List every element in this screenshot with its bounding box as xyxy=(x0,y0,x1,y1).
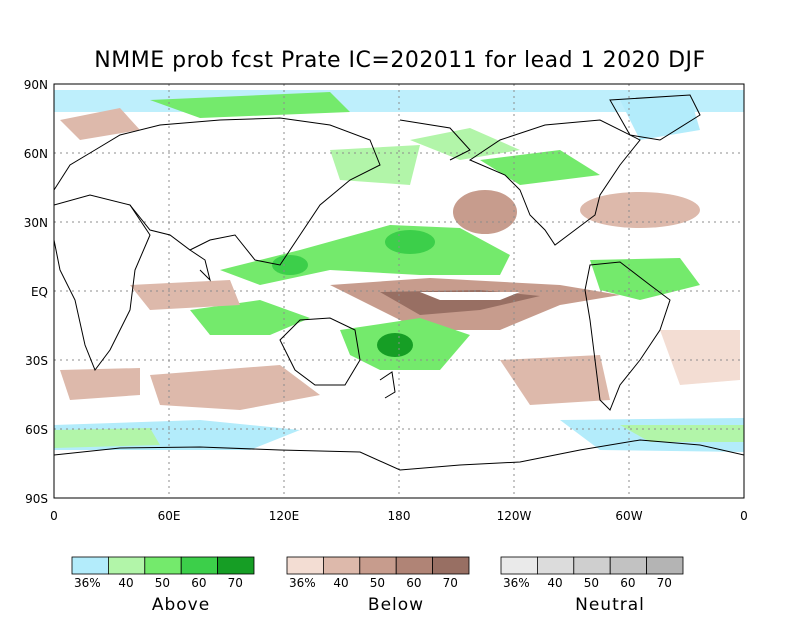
probability-shading xyxy=(54,90,744,452)
legend-swatch xyxy=(609,556,648,575)
legend-swatch xyxy=(395,556,434,575)
legend-swatch xyxy=(108,556,146,575)
legend-tick-label: 40 xyxy=(333,576,348,590)
legend-swatch xyxy=(144,556,182,575)
lat-lon-grid xyxy=(54,84,744,498)
legend-swatch xyxy=(322,556,361,575)
y-tick-label: 90N xyxy=(24,78,48,92)
coastlines xyxy=(54,94,744,471)
legend-tick-label: 60 xyxy=(620,576,635,590)
y-axis-labels: 90N 60N 30N EQ 30S 60S 90S xyxy=(24,78,48,506)
legend-tick-label: 50 xyxy=(370,576,385,590)
legend-tick-label: 70 xyxy=(228,576,243,590)
x-tick-label: 0 xyxy=(50,509,58,523)
legend-swatch xyxy=(500,556,538,575)
legend-tick-label: 40 xyxy=(547,576,562,590)
legend-title: Above xyxy=(152,595,210,615)
map-title: NMME prob fcst Prate IC=202011 for lead … xyxy=(94,48,706,73)
legend-swatch xyxy=(217,556,255,575)
y-tick-label: 30N xyxy=(24,216,48,230)
legend-below: 36% 40 50 60 70 Below xyxy=(286,556,470,615)
legend-tick-label: 36% xyxy=(503,576,530,590)
plot-frame xyxy=(53,83,745,499)
legend-tick-label: 70 xyxy=(657,576,672,590)
legend-swatch xyxy=(180,556,218,575)
x-tick-label: 60W xyxy=(615,509,642,523)
legend-above: 36% 40 50 60 70 Above xyxy=(71,556,255,615)
legend-tick-label: 70 xyxy=(443,576,458,590)
x-tick-label: 180 xyxy=(388,509,411,523)
y-tick-label: EQ xyxy=(31,285,48,299)
legend-tick-label: 36% xyxy=(74,576,101,590)
legend-swatch xyxy=(432,556,470,575)
legend-swatch xyxy=(646,556,684,575)
x-axis-labels: 0 60E 120E 180 120W 60W 0 xyxy=(50,509,748,523)
y-tick-label: 60N xyxy=(24,147,48,161)
legend-swatch xyxy=(537,556,575,575)
legends: 36% 40 50 60 70 Above 36% 40 50 60 70 Below 36% 40 50 6… xyxy=(71,556,684,615)
x-tick-label: 120W xyxy=(497,509,532,523)
legend-swatch xyxy=(359,556,397,575)
legend-tick-label: 60 xyxy=(191,576,206,590)
y-tick-label: 90S xyxy=(25,492,48,506)
legend-tick-label: 60 xyxy=(406,576,421,590)
legend-swatch xyxy=(286,556,324,575)
y-tick-label: 30S xyxy=(25,354,48,368)
legend-swatch xyxy=(573,556,611,575)
legend-tick-label: 36% xyxy=(289,576,316,590)
x-tick-label: 60E xyxy=(158,509,181,523)
legend-title: Below xyxy=(368,595,424,615)
y-tick-label: 60S xyxy=(25,423,48,437)
legend-neutral: 36% 40 50 60 70 Neutral xyxy=(500,556,684,615)
x-tick-label: 120E xyxy=(269,509,300,523)
legend-tick-label: 40 xyxy=(118,576,133,590)
x-tick-label: 0 xyxy=(740,509,748,523)
legend-title: Neutral xyxy=(575,595,645,615)
legend-tick-label: 50 xyxy=(155,576,170,590)
legend-tick-label: 50 xyxy=(584,576,599,590)
legend-swatch xyxy=(71,556,109,575)
